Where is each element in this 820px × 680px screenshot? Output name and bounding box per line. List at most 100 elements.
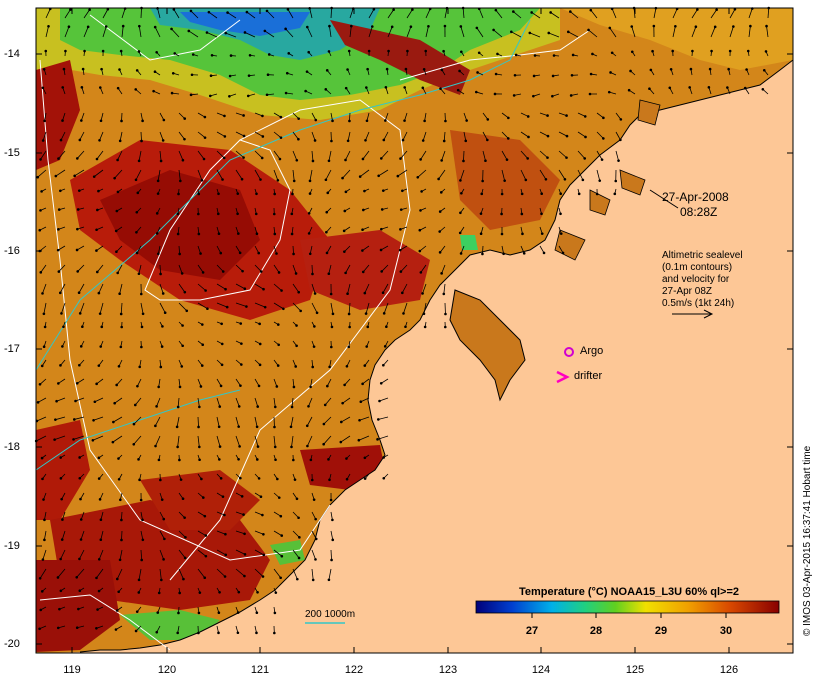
velocity-arrow (42, 302, 47, 316)
velocity-arrow (235, 549, 247, 556)
velocity-arrow (178, 283, 187, 294)
velocity-arrow (266, 73, 275, 76)
velocity-arrow (197, 530, 208, 537)
velocity-arrow (159, 492, 164, 501)
velocity-arrow (510, 30, 522, 38)
velocity-arrow (153, 70, 161, 76)
velocity-arrow (419, 207, 427, 212)
velocity-arrow (569, 10, 579, 19)
velocity-arrow (442, 49, 446, 57)
velocity-arrow (209, 74, 218, 78)
velocity-arrow (72, 435, 85, 441)
velocity-arrow (197, 302, 209, 310)
velocity-arrow (178, 530, 187, 539)
velocity-arrow (539, 169, 548, 181)
velocity-arrow (38, 625, 47, 631)
velocity-arrow (97, 188, 104, 193)
velocity-arrow (496, 52, 503, 57)
velocity-arrow (197, 283, 207, 292)
velocity-arrow (364, 131, 370, 142)
velocity-arrow (77, 188, 85, 192)
velocity-arrow (177, 188, 180, 196)
velocity-arrow (379, 378, 389, 385)
lon-label: 125 (625, 664, 645, 676)
velocity-arrow (197, 150, 206, 161)
credit-text: © IMOS 03-Apr-2015 16:37:41 Hobart time (802, 445, 813, 636)
velocity-arrow (444, 302, 447, 316)
velocity-arrow (438, 245, 446, 254)
velocity-arrow (216, 169, 224, 181)
velocity-arrow (137, 264, 142, 276)
velocity-arrow (254, 606, 259, 615)
velocity-arrow (115, 245, 123, 254)
velocity-arrow (691, 8, 699, 19)
velocity-arrow (330, 321, 334, 329)
velocity-arrow (197, 131, 207, 139)
velocity-arrow (440, 68, 446, 76)
velocity-arrow (377, 416, 389, 421)
velocity-arrow (292, 321, 298, 327)
velocity-arrow (273, 625, 276, 635)
velocity-arrow (552, 54, 560, 57)
velocity-arrow (438, 226, 446, 233)
velocity-arrow (83, 25, 90, 38)
velocity-arrow (178, 112, 187, 120)
velocity-arrow (311, 340, 316, 348)
velocity-arrow (140, 530, 145, 542)
velocity-arrow (77, 606, 85, 611)
velocity-arrow (401, 131, 408, 142)
velocity-arrow (577, 150, 587, 160)
velocity-arrow (117, 587, 123, 594)
velocity-arrow (691, 49, 694, 57)
velocity-arrow (228, 74, 237, 78)
velocity-arrow (520, 150, 529, 160)
velocity-arrow (330, 511, 334, 522)
velocity-arrow (57, 207, 66, 211)
velocity-arrow (136, 188, 142, 195)
velocity-arrow (153, 25, 161, 38)
velocity-arrow (116, 86, 123, 95)
velocity-arrow (36, 397, 47, 404)
legend-line: (0.1m contours) (662, 262, 733, 273)
velocity-arrow (61, 340, 66, 348)
velocity-arrow (307, 397, 313, 408)
velocity-arrow (117, 473, 123, 481)
velocity-arrow (273, 454, 277, 462)
velocity-arrow (140, 302, 145, 316)
velocity-arrow (99, 112, 104, 123)
velocity-arrow (254, 321, 261, 326)
velocity-arrow (254, 112, 264, 118)
lat-label: -20 (4, 638, 20, 650)
velocity-arrow (247, 74, 256, 77)
velocity-arrow (363, 454, 370, 460)
velocity-arrow (75, 568, 85, 579)
velocity-arrow (117, 454, 123, 460)
velocity-arrow (97, 359, 104, 367)
velocity-arrow (325, 245, 332, 255)
velocity-arrow (273, 340, 280, 347)
velocity-arrow (475, 26, 484, 38)
velocity-arrow (459, 245, 465, 255)
velocity-arrow (500, 188, 504, 196)
velocity-arrow (399, 226, 408, 231)
velocity-arrow (235, 530, 246, 536)
velocity-arrow (216, 131, 227, 138)
velocity-arrow (189, 9, 199, 19)
velocity-arrow (533, 54, 541, 57)
velocity-arrow (423, 321, 427, 329)
velocity-arrow (235, 416, 240, 428)
velocity-arrow (480, 188, 484, 196)
velocity-arrow (140, 511, 144, 522)
velocity-arrow (460, 50, 465, 57)
velocity-arrow (178, 511, 186, 519)
velocity-arrow (254, 283, 265, 291)
velocity-arrow (290, 397, 294, 409)
velocity-arrow (95, 568, 104, 580)
velocity-arrow (614, 169, 618, 183)
velocity-arrow (343, 245, 351, 253)
velocity-arrow (348, 112, 351, 123)
velocity-arrow (243, 31, 256, 38)
velocity-arrow (76, 226, 85, 231)
velocity-arrow (39, 264, 47, 274)
velocity-arrow (689, 67, 693, 76)
